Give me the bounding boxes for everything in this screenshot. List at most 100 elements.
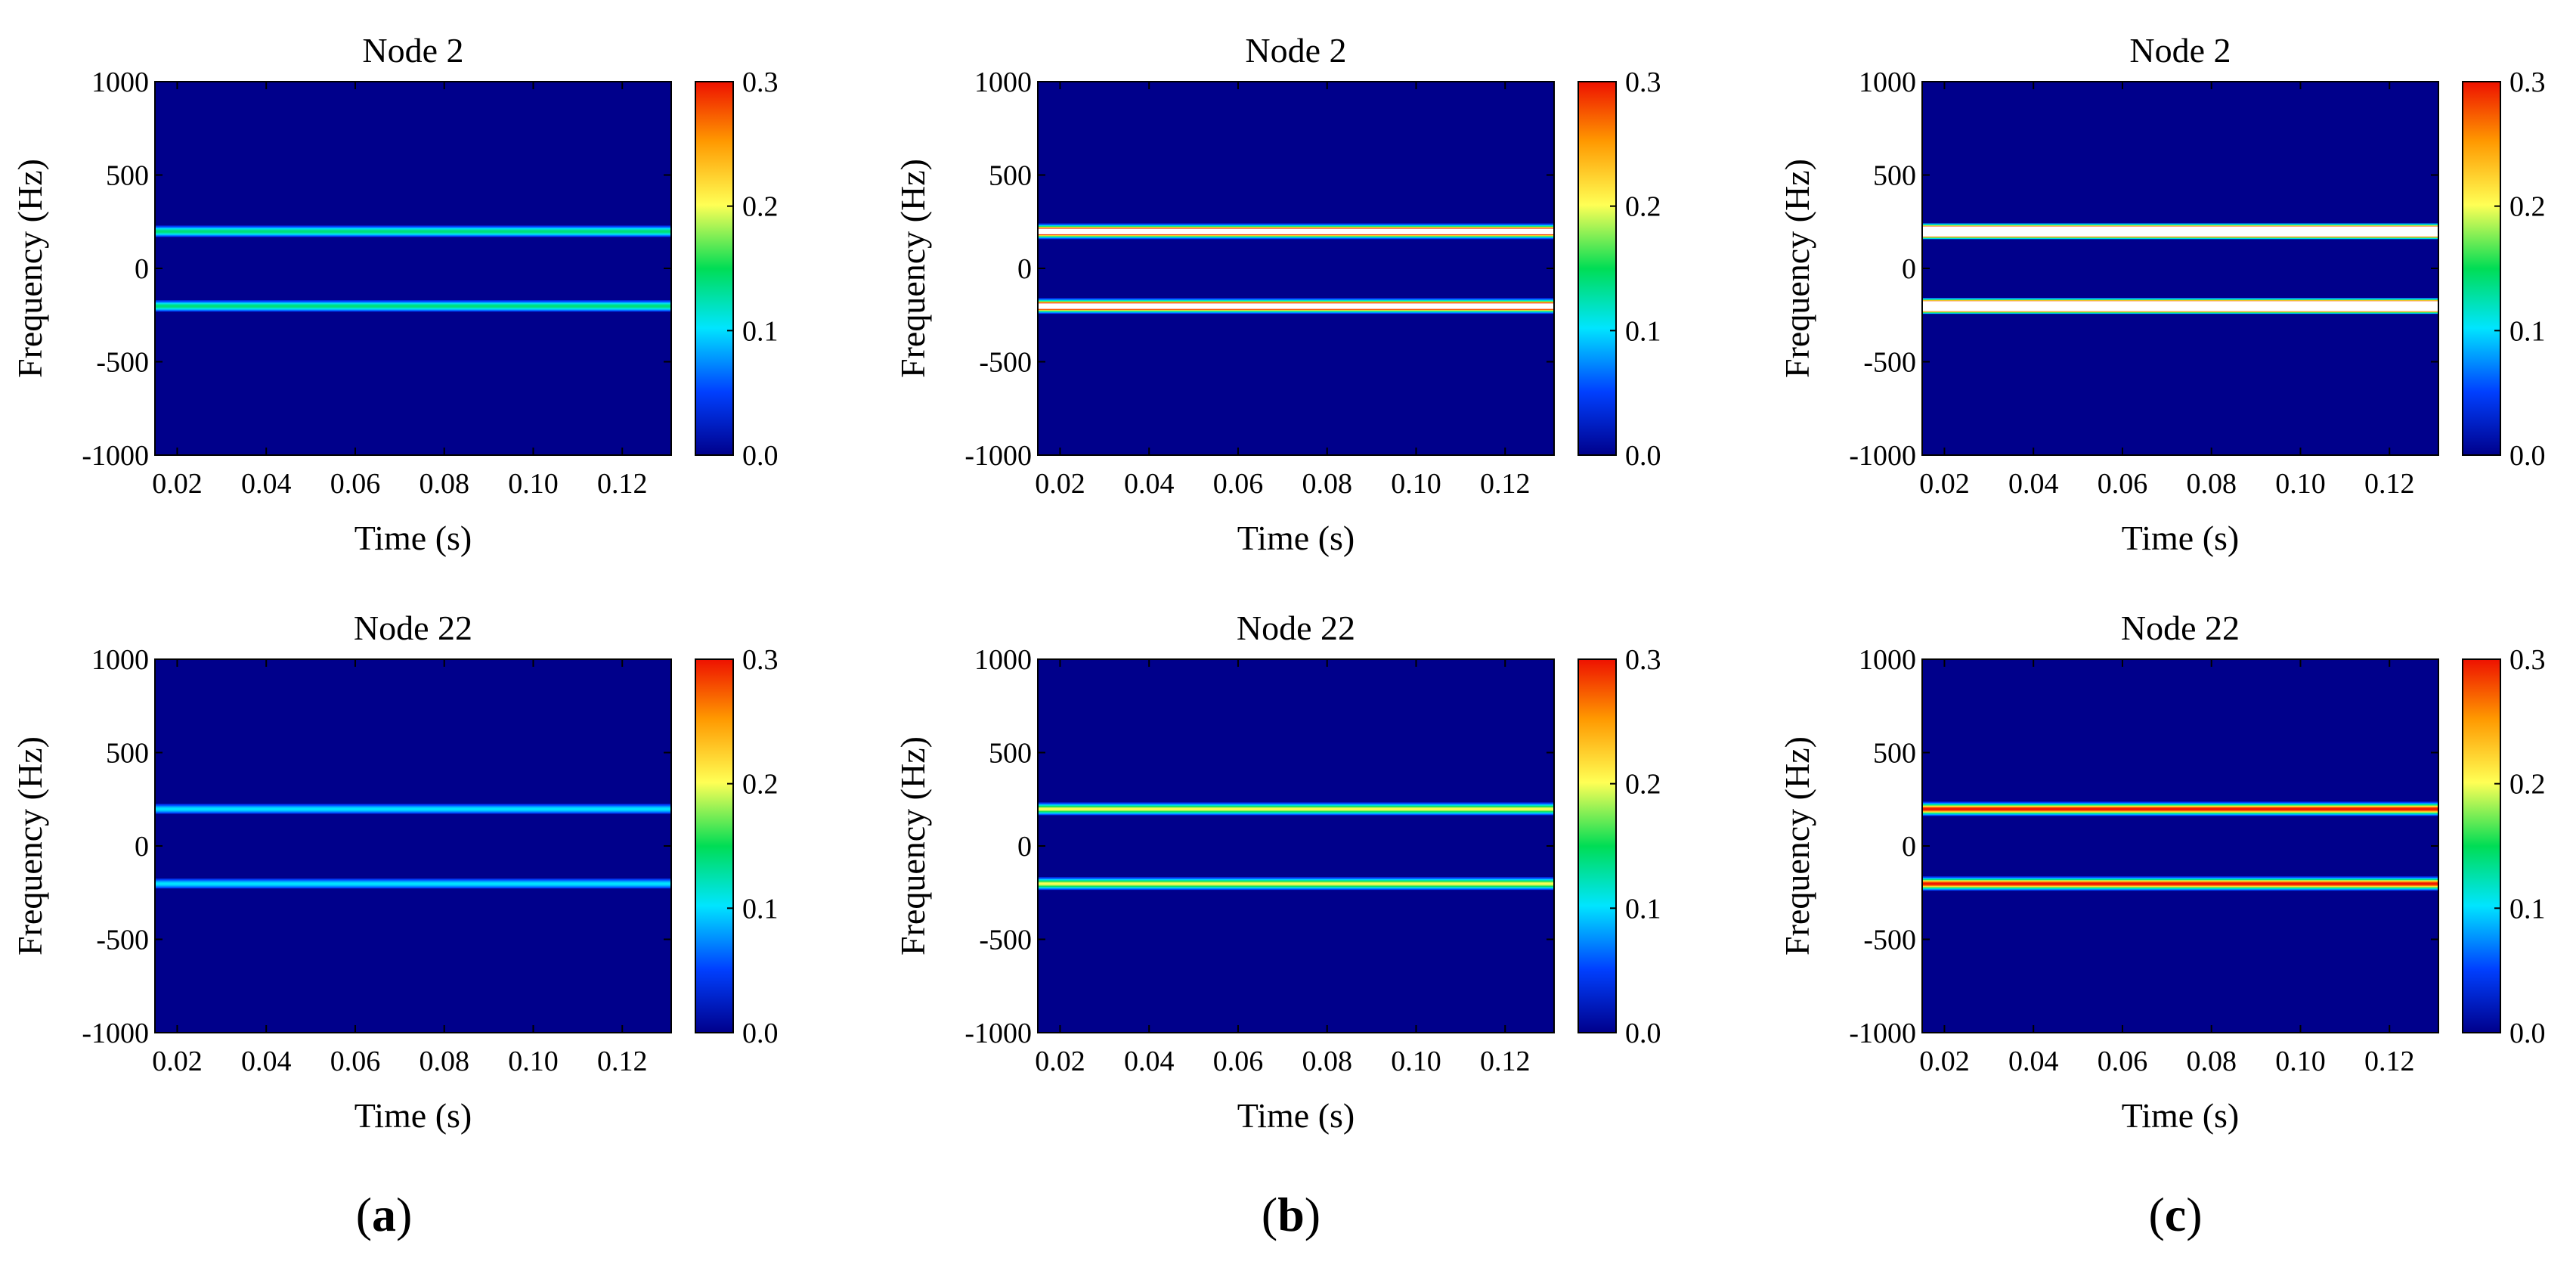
colorbar-frame <box>1577 81 1617 456</box>
x-tick-label: 0.02 <box>1035 1046 1085 1077</box>
y-tick-label: -1000 <box>1849 1018 1916 1049</box>
x-axis-label: Time (s) <box>355 1096 472 1135</box>
colorbar-tick-label: 0.0 <box>2509 440 2546 472</box>
panel-label-c-open: ( <box>2148 1188 2164 1241</box>
x-tick-label: 0.08 <box>1302 468 1352 500</box>
y-tick-label: -1000 <box>82 440 149 472</box>
colorbar-tick-label: 0.1 <box>1625 893 1661 925</box>
y-tick-label: -500 <box>1863 925 1916 956</box>
y-tick-label: 1000 <box>1859 644 1916 676</box>
colorbar-tick-label: 0.2 <box>742 769 779 801</box>
panel-title: Node 2 <box>362 31 463 70</box>
heatmap-background <box>1038 659 1554 1033</box>
x-tick-label: 0.12 <box>2364 468 2415 500</box>
panel-label-b: (b) <box>1262 1188 1321 1241</box>
y-tick-label: 500 <box>106 738 149 770</box>
heatmap-band-positive <box>155 225 671 237</box>
x-axis-label: Time (s) <box>1237 519 1355 557</box>
band-strip <box>1038 298 1554 299</box>
panel-title: Node 22 <box>354 609 472 647</box>
y-tick-label: 0 <box>1902 831 1916 863</box>
x-tick-label: 0.06 <box>1213 468 1264 500</box>
heatmap-band-positive <box>1038 802 1554 816</box>
colorbar <box>695 659 733 1033</box>
y-tick-label: 0 <box>135 831 149 863</box>
colorbar-tick-label: 0.0 <box>742 1018 779 1049</box>
heatmap-background <box>1922 659 2438 1033</box>
x-tick-label: 0.04 <box>1124 468 1175 500</box>
panel-title: Node 2 <box>1245 31 1346 70</box>
y-tick-label: -500 <box>979 347 1032 379</box>
colorbar <box>1578 82 1616 455</box>
y-tick-label: -500 <box>96 925 149 956</box>
colorbar-tick-label: 0.0 <box>1625 440 1661 472</box>
colorbar-frame <box>2462 658 2501 1033</box>
x-tick-label: 0.12 <box>1480 1046 1531 1077</box>
x-tick-label: 0.04 <box>241 1046 292 1077</box>
y-tick-label: 1000 <box>91 67 149 98</box>
x-tick-label: 0.02 <box>152 1046 203 1077</box>
y-axis-label: Frequency (Hz) <box>1778 159 1816 378</box>
y-tick-label: -1000 <box>964 440 1032 472</box>
x-tick-label: 0.08 <box>419 1046 469 1077</box>
colorbar-tick-label: 0.3 <box>2509 644 2546 676</box>
y-axis-label: Frequency (Hz) <box>1778 736 1816 956</box>
y-tick-label: 500 <box>106 160 149 192</box>
colorbar-tick-label: 0.3 <box>1625 67 1661 98</box>
colorbar-frame <box>2462 81 2501 456</box>
band-strip <box>1038 877 1554 878</box>
y-axis-label: Frequency (Hz) <box>11 159 49 378</box>
heatmap-background <box>1922 82 2438 455</box>
colorbar-tick-label: 0.0 <box>2509 1018 2546 1049</box>
panel-label-a: (a) <box>356 1188 413 1241</box>
colorbar <box>2463 82 2500 455</box>
heatmap-band-positive <box>155 804 671 814</box>
panel-title: Node 2 <box>2129 31 2231 70</box>
colorbar <box>695 82 733 455</box>
colorbar <box>1578 659 1616 1033</box>
heatmap-band-positive <box>1922 801 2438 816</box>
colorbar-tick-label: 0.1 <box>2509 315 2546 347</box>
x-tick-label: 0.10 <box>1391 1046 1441 1077</box>
y-tick-label: -500 <box>979 925 1032 956</box>
band-strip <box>1038 802 1554 804</box>
heatmap-band-negative <box>1922 298 2438 314</box>
colorbar-tick-label: 0.1 <box>1625 315 1661 347</box>
heatmap-background <box>155 82 671 455</box>
heatmap-background <box>1038 82 1554 455</box>
y-tick-label: 500 <box>1873 160 1916 192</box>
x-tick-label: 0.06 <box>330 1046 381 1077</box>
x-tick-label: 0.12 <box>2364 1046 2415 1077</box>
heatmap-background <box>155 659 671 1033</box>
panel-label-c-close: ) <box>2186 1188 2202 1241</box>
x-tick-label: 0.06 <box>2098 1046 2148 1077</box>
x-axis-label: Time (s) <box>1237 1096 1355 1135</box>
x-tick-label: 0.02 <box>1919 1046 1970 1077</box>
x-tick-label: 0.10 <box>1391 468 1441 500</box>
colorbar-tick-label: 0.0 <box>742 440 779 472</box>
colorbar-tick-label: 0.3 <box>742 67 779 98</box>
colorbar-tick-label: 0.1 <box>742 315 779 347</box>
colorbar-frame <box>695 81 734 456</box>
colorbar-tick-label: 0.3 <box>1625 644 1661 676</box>
x-tick-label: 0.08 <box>1302 1046 1352 1077</box>
heatmap-band-negative <box>155 300 671 312</box>
heatmap-band-negative <box>1038 298 1554 314</box>
colorbar-tick-label: 0.2 <box>742 191 779 223</box>
band-strip <box>1038 223 1554 225</box>
panel-label-a-close: ) <box>396 1188 412 1241</box>
band-strip <box>1922 801 2438 803</box>
band-strip <box>1922 223 2438 225</box>
colorbar-tick-label: 0.0 <box>1625 1018 1661 1049</box>
x-tick-label: 0.08 <box>419 468 469 500</box>
x-tick-label: 0.02 <box>152 468 203 500</box>
x-tick-label: 0.12 <box>597 1046 648 1077</box>
colorbar-frame <box>695 658 734 1033</box>
panel-label-b-close: ) <box>1305 1188 1321 1241</box>
y-tick-label: 500 <box>989 160 1032 192</box>
band-strip <box>1922 876 2438 878</box>
x-tick-label: 0.12 <box>597 468 648 500</box>
y-tick-label: 1000 <box>1859 67 1916 98</box>
